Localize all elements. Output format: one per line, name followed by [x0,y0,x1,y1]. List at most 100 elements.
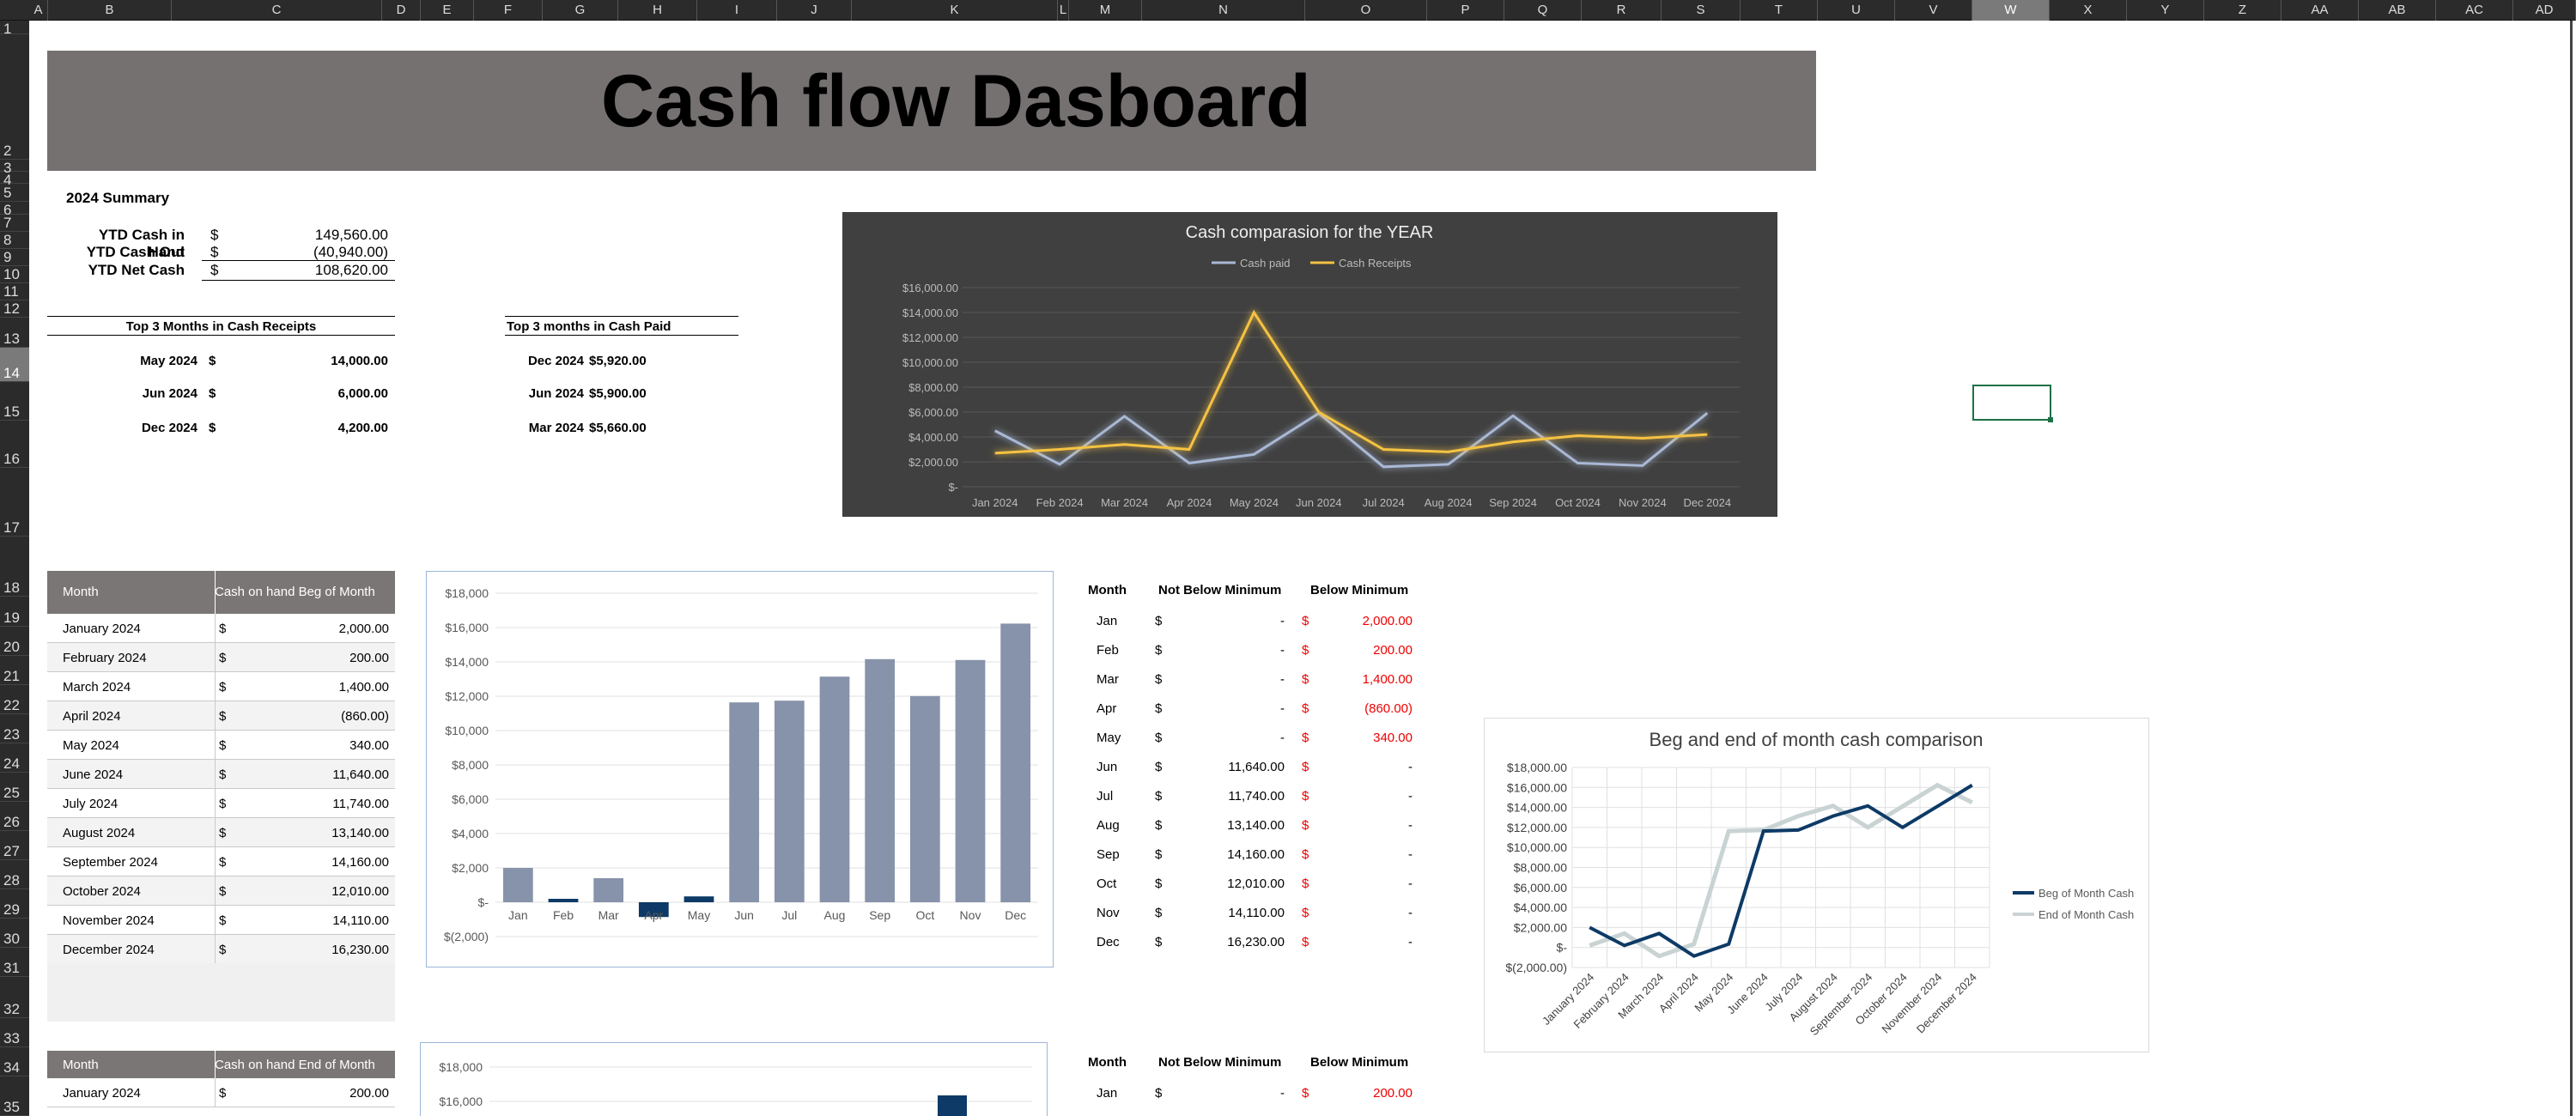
row-header-28[interactable]: 28 [0,860,29,889]
bar[interactable] [909,695,940,902]
row-header-2[interactable]: 2 [0,34,29,160]
row-header-19[interactable]: 19 [0,597,29,627]
row-header-5[interactable]: 5 [0,184,29,202]
row-header-34[interactable]: 34 [0,1047,29,1077]
column-header-x[interactable]: X [2050,0,2127,21]
row-header-9[interactable]: 9 [0,249,29,266]
row-header-4[interactable]: 4 [0,172,29,188]
bar[interactable] [683,896,714,902]
cash-comparison-chart[interactable]: Cash comparasion for the YEAR Cash paid Ca… [842,212,1777,517]
bar[interactable] [638,902,669,918]
row-value: (860.00) [341,709,389,724]
row-header-24[interactable]: 24 [0,743,29,773]
column-header-e[interactable]: E [421,0,474,21]
bar[interactable] [593,878,624,902]
row-header-6[interactable]: 6 [0,202,29,218]
column-header-g[interactable]: G [543,0,618,21]
bar[interactable] [938,1095,967,1116]
column-header-p[interactable]: P [1427,0,1504,21]
row-header-33[interactable]: 33 [0,1018,29,1047]
cell-divider [215,731,216,760]
summary-label: YTD Cash in Hand [98,227,185,260]
row-header-7[interactable]: 7 [0,215,29,232]
column-header-j[interactable]: J [777,0,852,21]
cell-divider [215,643,216,672]
y-tick-label: $10,000.00 [902,356,958,369]
column-header-q[interactable]: Q [1504,0,1582,21]
bar[interactable] [548,899,579,902]
row-header-14[interactable]: 14 [0,348,29,382]
summary-currency: $ [210,244,219,260]
row-header-20[interactable]: 20 [0,627,29,656]
y-tick-label: $12,000.00 [902,331,958,344]
min-row-currency-below: $ [1302,935,1309,949]
bar[interactable] [502,868,533,902]
row-header-32[interactable]: 32 [0,977,29,1018]
row-header-1[interactable]: 1 [0,21,29,37]
row-value: 16,230.00 [331,943,389,957]
row-header-30[interactable]: 30 [0,919,29,948]
column-header-f[interactable]: F [474,0,543,21]
vertical-scrollbar[interactable] [2570,21,2573,1116]
column-header-n[interactable]: N [1142,0,1305,21]
column-header-ad[interactable]: AD [2513,0,2576,21]
row-header-11[interactable]: 11 [0,283,29,300]
row-value: 340.00 [349,738,389,753]
bar[interactable] [774,701,805,902]
row-header-25[interactable]: 25 [0,773,29,802]
bar[interactable] [729,702,760,902]
column-header-c[interactable]: C [172,0,382,21]
beg-end-comparison-chart[interactable]: Beg and end of month cash comparison $18,… [1484,718,2149,1052]
column-header-z[interactable]: Z [2204,0,2281,21]
bar[interactable] [1000,623,1031,902]
column-header-v[interactable]: V [1895,0,1972,21]
column-header-r[interactable]: R [1582,0,1662,21]
row-header-13[interactable]: 13 [0,318,29,348]
row-value: 14,110.00 [332,913,389,928]
row-header-3[interactable]: 3 [0,160,29,176]
beg-month-bar-chart[interactable]: $18,000 $16,000 $14,000 $12,000 $10,000 $8,00… [426,571,1054,967]
column-header-aa[interactable]: AA [2281,0,2359,21]
column-header-w[interactable]: W [1972,0,2050,21]
end-month-bar-chart[interactable]: $18,000 $16,000 [420,1042,1048,1116]
column-header-t[interactable]: T [1741,0,1818,21]
row-header-35[interactable]: 35 [0,1077,29,1116]
x-tick-label: Aug 2024 [1425,496,1473,509]
bar[interactable] [955,659,986,902]
row-header-31[interactable]: 31 [0,948,29,977]
row-header-16[interactable]: 16 [0,421,29,468]
selected-cell[interactable] [1972,385,2053,422]
column-header-ab[interactable]: AB [2359,0,2436,21]
bar[interactable] [865,658,896,902]
row-header-23[interactable]: 23 [0,714,29,743]
column-header-o[interactable]: O [1305,0,1427,21]
table-header: Month Cash on hand Beg of Month [47,571,395,614]
row-currency: $ [219,622,227,636]
row-header-26[interactable]: 26 [0,802,29,831]
column-header-a[interactable]: A [29,0,48,21]
header-not-below: Not Below Minimum [1158,583,1282,597]
row-header-18[interactable]: 18 [0,537,29,597]
row-header-10[interactable]: 10 [0,266,29,283]
row-header-21[interactable]: 21 [0,656,29,685]
column-header-k[interactable]: K [852,0,1058,21]
column-header-u[interactable]: U [1818,0,1895,21]
row-header-17[interactable]: 17 [0,468,29,537]
row-header-8[interactable]: 8 [0,232,29,249]
column-header-d[interactable]: D [382,0,421,21]
row-header-15[interactable]: 15 [0,382,29,421]
column-header-ac[interactable]: AC [2436,0,2513,21]
bar[interactable] [819,676,850,902]
column-header-l[interactable]: L [1058,0,1069,21]
column-header-h[interactable]: H [618,0,697,21]
column-header-b[interactable]: B [48,0,172,21]
row-header-27[interactable]: 27 [0,831,29,860]
column-header-i[interactable]: I [697,0,777,21]
row-header-29[interactable]: 29 [0,889,29,919]
column-header-s[interactable]: S [1662,0,1741,21]
row-value: 14,160.00 [331,855,389,870]
column-header-y[interactable]: Y [2127,0,2204,21]
row-header-22[interactable]: 22 [0,685,29,714]
row-header-12[interactable]: 12 [0,300,29,318]
column-header-m[interactable]: M [1069,0,1142,21]
